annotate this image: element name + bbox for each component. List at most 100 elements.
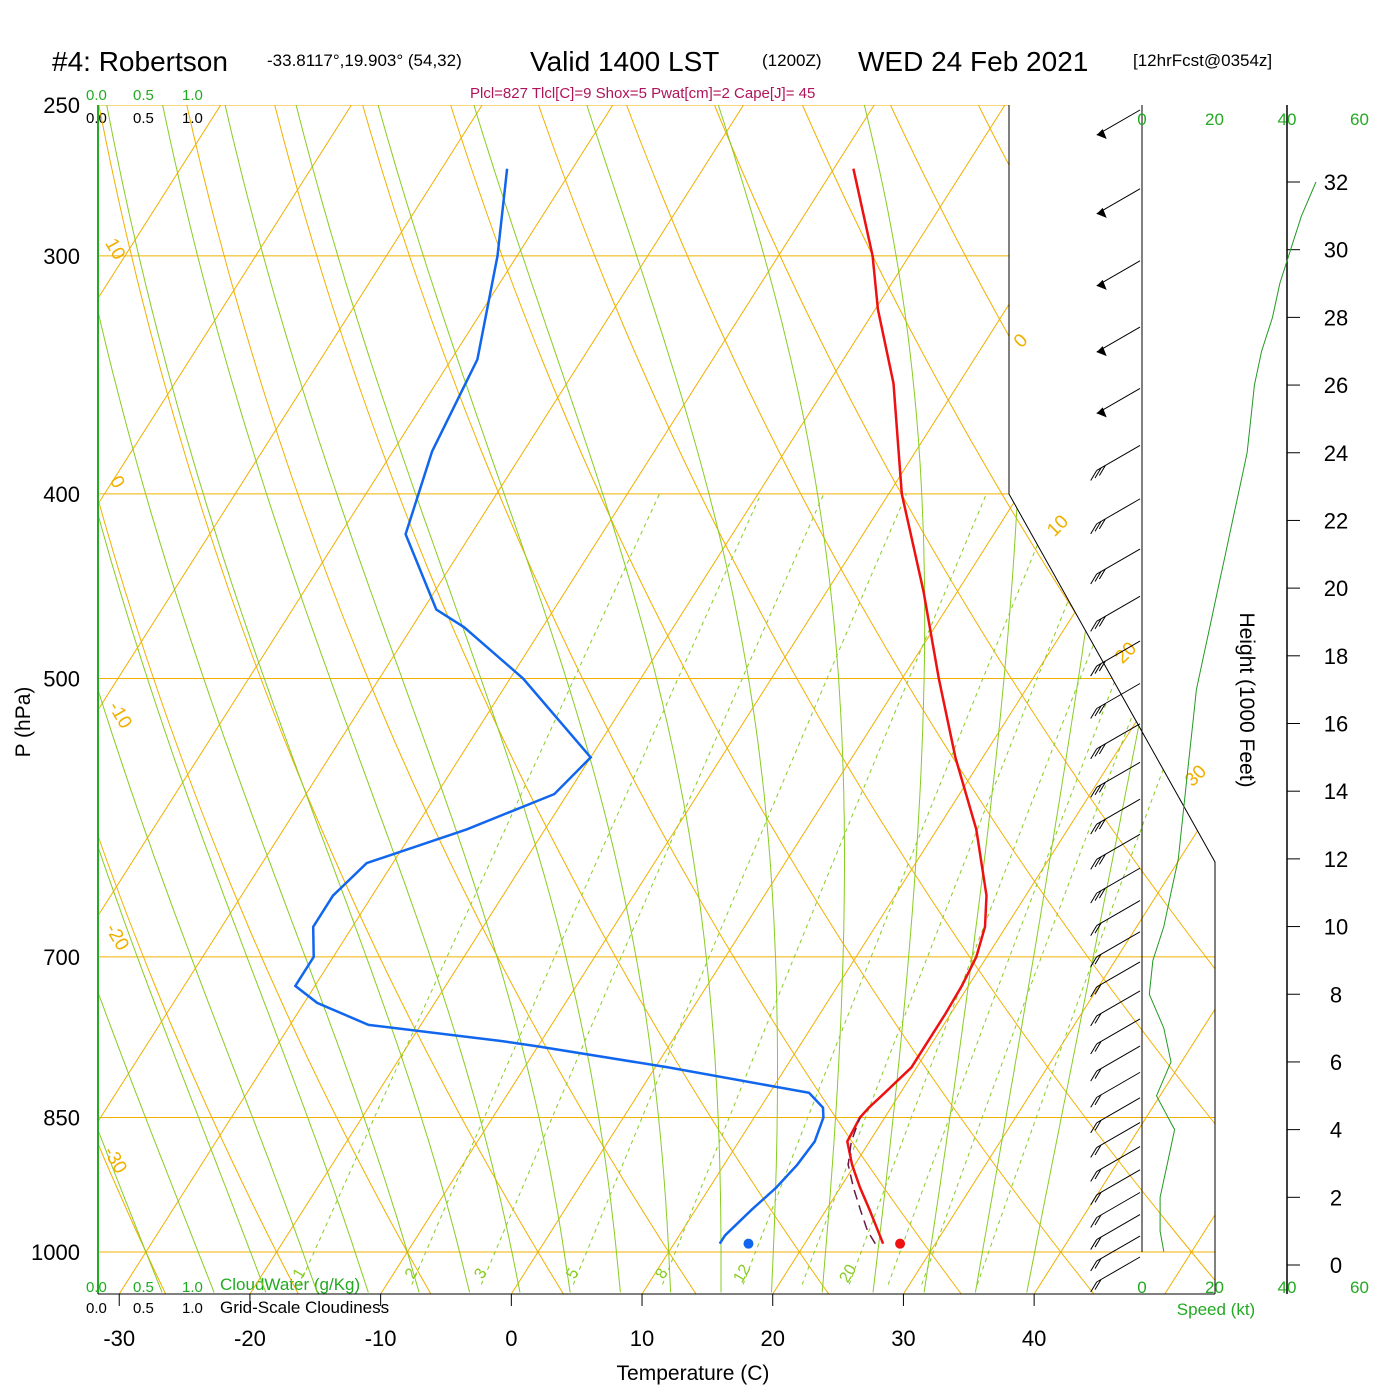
cloudwater-label: CloudWater (g/Kg) <box>220 1275 360 1294</box>
isotherm-line <box>641 105 1215 1294</box>
wind-barb <box>1090 498 1141 535</box>
wind-barb-staff <box>1096 326 1141 353</box>
cloudwater-scale-bottom-1: 1.0 <box>182 1279 203 1296</box>
wind-barb-staff <box>1096 683 1141 709</box>
forecast-date: WED 24 Feb 2021 <box>858 46 1088 77</box>
wind-barb-feather <box>1098 743 1106 755</box>
wind-barb <box>1090 1192 1141 1228</box>
dry-adiabat-line <box>267 105 834 1294</box>
cloudiness-scale-bottom-1: 1.0 <box>182 1300 203 1317</box>
speed-tick-bottom: 40 <box>1278 1278 1297 1297</box>
dry-adiabat-line <box>1052 105 1215 1294</box>
temperature-axis: -30 -20 -10 0 10 20 30 40 <box>103 1294 1046 1351</box>
wind-barb-staff <box>1096 990 1141 1017</box>
wind-barb-staff <box>1096 961 1141 988</box>
wind-barb-feather <box>1098 703 1106 714</box>
moist-adiabat-line <box>855 105 926 1293</box>
temperature-tick-label: -10 <box>365 1326 397 1351</box>
speed-axis: 0 20 40 600 20 40 60 <box>1137 110 1369 1297</box>
wind-barb-feather <box>1094 618 1102 630</box>
wind-barb-staff <box>1096 1169 1141 1196</box>
isotherm-line <box>249 105 1022 1294</box>
wind-barb-feather <box>1094 856 1102 868</box>
wind-barb-feather <box>1098 887 1106 899</box>
wind-barb-feather <box>1090 1239 1098 1250</box>
wind-barb <box>1090 833 1141 870</box>
wind-barb <box>1090 683 1141 719</box>
wind-barb-feather <box>1090 859 1098 870</box>
height-tick-label: 24 <box>1324 441 1348 466</box>
wind-barb-feather <box>1098 854 1106 865</box>
speed-tick-bottom: 60 <box>1350 1278 1369 1297</box>
wind-barb-feather <box>1098 782 1106 793</box>
wind-barb-feather <box>1090 1217 1098 1228</box>
isotherm-label: 0 <box>1010 330 1032 352</box>
dry-adiabat-line <box>1315 80 1400 1300</box>
speed-tick-bottom: 0 <box>1137 1278 1146 1297</box>
wind-barb <box>1090 1256 1141 1293</box>
wind-barb-feather <box>1094 890 1102 901</box>
height-tick-label: 30 <box>1324 238 1348 263</box>
wind-barb-feather <box>1090 748 1098 760</box>
mixing-ratio-line <box>662 493 987 1285</box>
dry-adiabat-line <box>180 105 701 1294</box>
temperature-tick-label: -30 <box>103 1326 135 1351</box>
moist-adiabat-line <box>287 105 621 1293</box>
wind-barb-staff <box>1096 1146 1141 1172</box>
moist-adiabat-line <box>98 105 420 1293</box>
wind-barb-feather <box>1090 1070 1098 1082</box>
mixing-ratio-label: 20 <box>837 1262 861 1286</box>
isotherm-label: 10 <box>1043 511 1073 541</box>
mixing-ratio-line <box>848 493 1154 1285</box>
wind-barb-feather <box>1094 1192 1102 1203</box>
height-tick-label: 8 <box>1330 982 1342 1007</box>
wind-barb-feather <box>1094 922 1102 934</box>
isotherm-line <box>98 105 630 1294</box>
wind-barb-feather <box>1090 823 1098 835</box>
moist-adiabat-line <box>98 105 215 1293</box>
wind-barb <box>1090 761 1141 798</box>
wind-barb-staff <box>1096 260 1141 287</box>
wind-barb-feather <box>1098 660 1106 672</box>
thermo-grid <box>98 80 1400 1300</box>
wind-barb-feather <box>1090 1281 1098 1293</box>
wind-barb-staff <box>1096 1192 1141 1218</box>
cloudwater-scale-top-05: 0.5 <box>133 87 154 104</box>
cloudiness-scale-top-1: 1.0 <box>182 110 203 127</box>
wind-barb <box>1096 326 1141 357</box>
isotherm-label: -20 <box>101 920 133 954</box>
wind-barb-staff <box>1096 387 1141 414</box>
wind-barb <box>1096 260 1141 290</box>
speed-tick-top: 40 <box>1278 110 1297 129</box>
height-tick-label: 18 <box>1324 644 1348 669</box>
wind-barb <box>1090 1122 1141 1158</box>
wind-barb-staff <box>1096 498 1141 525</box>
wind-barb <box>1090 931 1141 968</box>
moist-adiabat-line <box>368 105 672 1293</box>
temperature-tick-label: 20 <box>760 1326 784 1351</box>
plot-frame <box>97 105 1288 1295</box>
wind-barb <box>1090 1071 1141 1108</box>
mixing-ratio-label: 12 <box>731 1262 755 1286</box>
valid-time: Valid 1400 LST <box>530 46 719 77</box>
surface-temperature-marker <box>895 1238 906 1249</box>
mixing-ratio-line <box>411 493 762 1285</box>
wind-barb-staff <box>1096 1122 1141 1148</box>
wind-barb-feather <box>1094 705 1102 717</box>
wind-barb-staff <box>1096 188 1141 215</box>
wind-barb-feather <box>1090 470 1098 481</box>
mixing-ratio-labels: 1 2 3 5 8 12 20 <box>290 1262 860 1286</box>
isotherm-line <box>772 105 1215 1294</box>
temperature-tick-label: 10 <box>630 1326 654 1351</box>
cloudwater-scale-bottom-05: 0.5 <box>133 1279 154 1296</box>
wind-barb-feather <box>1094 984 1102 995</box>
temperature-trace <box>845 168 988 1245</box>
mixing-ratio-line <box>572 493 907 1285</box>
pressure-tick-label: 700 <box>43 945 80 970</box>
moist-adiabat-line <box>707 105 845 1293</box>
parcel-trace <box>847 1117 876 1245</box>
wind-barb-feather <box>1090 665 1098 677</box>
wind-barb-feather <box>1090 573 1098 585</box>
cloudiness-scale-top-05: 0.5 <box>133 110 154 127</box>
isotherm-line <box>1033 105 1215 1294</box>
